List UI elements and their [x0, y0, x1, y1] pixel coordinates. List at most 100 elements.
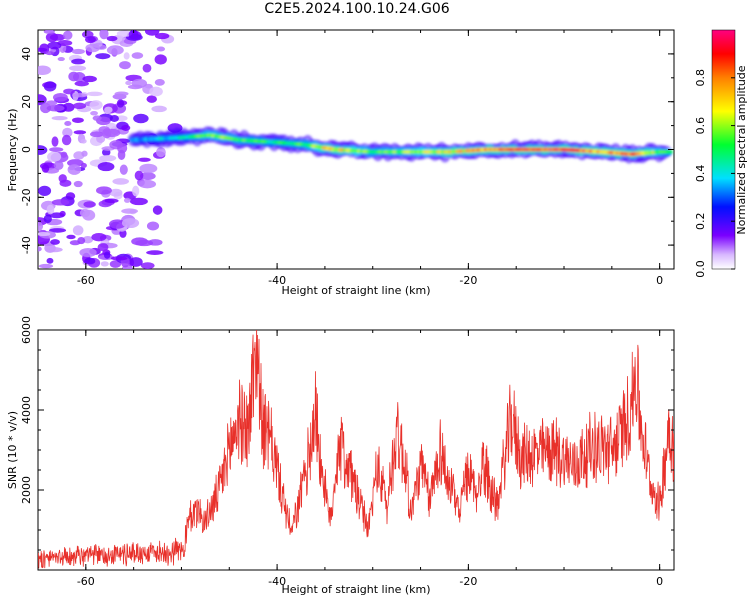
noise-blob [129, 257, 143, 267]
noise-blob [59, 210, 66, 217]
colorbar-tick-label: 0.0 [694, 260, 707, 278]
y-tick-label: 6000 [20, 316, 33, 344]
x-tick-label: 0 [656, 575, 663, 588]
noise-blob [106, 45, 124, 55]
noise-blob [106, 35, 118, 42]
noise-blob [38, 221, 44, 231]
x-tick-label: -20 [459, 274, 477, 287]
noise-blob [41, 164, 50, 173]
noise-blob [152, 205, 163, 215]
noise-blob [85, 43, 101, 53]
noise-blob [144, 83, 153, 89]
noise-blob [38, 94, 47, 106]
noise-blob [83, 201, 96, 208]
y-tick-label: 20 [20, 95, 33, 109]
noise-blob [68, 65, 87, 72]
noise-blob [48, 228, 67, 233]
noise-blob [89, 131, 104, 138]
noise-blob [71, 48, 85, 55]
x-tick-label: -60 [77, 575, 95, 588]
noise-blob [121, 208, 139, 214]
noise-blob [47, 41, 62, 50]
noise-blob [90, 110, 98, 116]
noise-blob [80, 138, 87, 144]
snr-panel: -60 -40 -20 0 2000 4000 6000 Height of straig… [6, 316, 675, 596]
noise-blob [121, 218, 140, 229]
noise-blob [131, 52, 144, 59]
noise-blob [129, 197, 148, 206]
noise-blob [84, 257, 96, 265]
noise-blob [96, 186, 112, 195]
noise-blob [154, 78, 165, 86]
noise-blob [81, 150, 88, 157]
noise-blob [104, 106, 113, 114]
noise-blob [139, 163, 158, 174]
noise-blob [64, 121, 72, 126]
noise-blob [133, 113, 149, 124]
noise-blob [43, 81, 57, 92]
noise-blob [97, 162, 115, 172]
noise-blob [156, 147, 166, 158]
noise-blob [49, 33, 66, 41]
noise-blob [146, 95, 157, 103]
noise-blob [95, 53, 111, 60]
noise-blob [112, 178, 130, 185]
x-tick-label: -40 [268, 274, 286, 287]
noise-blob [85, 36, 96, 44]
x-tick-label: -20 [459, 575, 477, 588]
noise-blob [74, 80, 89, 87]
noise-blob [72, 93, 88, 98]
noise-blob [123, 52, 130, 60]
colorbar-tick-label: 0.6 [694, 117, 707, 135]
noise-blob [114, 91, 129, 97]
noise-blob [40, 102, 51, 114]
noise-blob [116, 99, 125, 108]
noise-blob [146, 221, 160, 231]
spectrogram-panel: -60 -40 -20 0 -40 -20 0 20 40 Height of straigh… [6, 29, 675, 297]
noise-blob [66, 234, 76, 240]
noise-blob [38, 145, 48, 155]
noise-blob [43, 30, 55, 34]
noise-blob [92, 115, 102, 121]
noise-blob [45, 51, 55, 56]
noise-blob [79, 247, 97, 258]
noise-blob [144, 30, 160, 36]
noise-blob [72, 117, 84, 123]
chart-title: C2E5.2024.100.10.24.G06 [264, 1, 450, 17]
noise-blob [57, 57, 65, 62]
noise-blob [80, 162, 87, 169]
noise-blob [43, 214, 52, 224]
noise-blob [131, 78, 148, 88]
top-x-axis-label: Height of straight line (km) [281, 284, 430, 297]
y-tick-label: 40 [20, 47, 33, 61]
noise-blob [142, 63, 152, 73]
top-y-axis: -40 -20 0 20 40 [20, 29, 674, 270]
noise-blob [67, 164, 82, 175]
noise-blob [119, 61, 131, 70]
noise-blob [62, 127, 73, 138]
colorbar-tick-label: 0.8 [694, 69, 707, 87]
noise-blob [132, 185, 140, 197]
noise-blob [38, 246, 42, 252]
noise-blob [109, 260, 122, 268]
noise-blob [97, 243, 109, 252]
y-tick-label: -40 [20, 236, 33, 254]
noise-blob [119, 164, 128, 175]
noise-blob [46, 257, 54, 264]
noise-blob [49, 147, 64, 152]
noise-blob [51, 199, 70, 206]
noise-blob [63, 88, 75, 95]
noise-blob [58, 174, 67, 183]
bottom-x-axis: -60 -40 -20 0 [37, 330, 663, 588]
colorbar-label: Normalized spectral amplitude [735, 65, 748, 234]
bottom-x-axis-label: Height of straight line (km) [281, 583, 430, 596]
noise-blob [125, 80, 132, 86]
noise-blob [38, 65, 51, 76]
top-x-axis: -60 -40 -20 0 [37, 30, 663, 287]
snr-series-line [38, 330, 674, 569]
noise-blob [38, 47, 48, 52]
colorbar: 0.0 0.2 0.4 0.6 0.8 Normalized spectral ampl… [694, 29, 748, 278]
noise-blob [149, 86, 163, 97]
x-tick-label: -60 [77, 274, 95, 287]
